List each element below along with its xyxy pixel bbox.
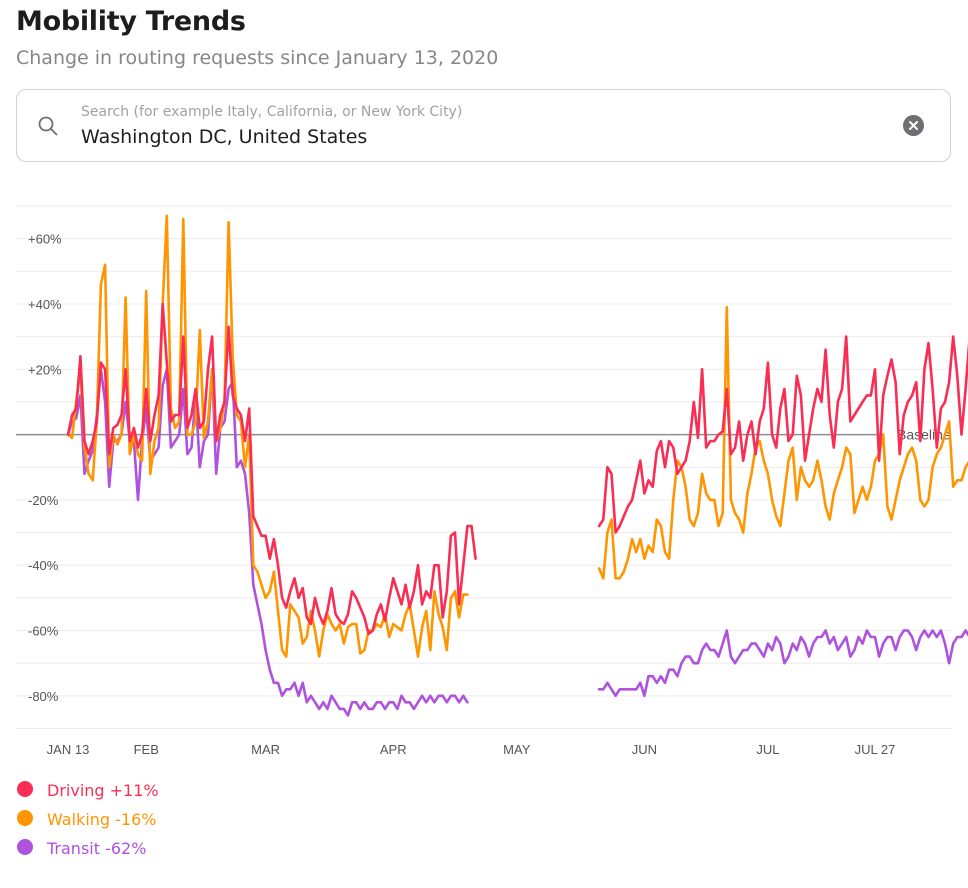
legend-dot-walking xyxy=(17,810,33,826)
series-line-transit xyxy=(66,368,469,717)
legend-dot-transit xyxy=(17,839,33,855)
legend-dot-driving xyxy=(17,781,33,797)
series-line-walking xyxy=(597,305,968,580)
y-tick-label: +40% xyxy=(28,297,62,312)
x-tick-label: JUL xyxy=(756,742,779,757)
y-tick-label: +20% xyxy=(28,362,62,377)
x-tick-label: JAN 13 xyxy=(47,742,90,757)
x-tick-label: JUN xyxy=(632,742,657,757)
clear-search-button[interactable] xyxy=(903,115,924,136)
page-subtitle: Change in routing requests since January… xyxy=(16,47,499,69)
search-box[interactable]: Search (for example Italy, California, o… xyxy=(16,89,951,162)
series-line-driving xyxy=(597,335,968,534)
y-tick-label: +60% xyxy=(28,232,62,247)
series-line-driving xyxy=(66,302,477,636)
series-line-transit xyxy=(597,629,968,698)
mobility-chart: Baseline +60%+40%+20%-20%-40%-60%-80% JA… xyxy=(16,205,968,757)
y-tick-label: -60% xyxy=(28,624,59,639)
y-tick-label: -80% xyxy=(28,689,59,704)
clear-icon xyxy=(909,121,918,130)
x-tick-label: APR xyxy=(380,742,407,757)
search-placeholder: Search (for example Italy, California, o… xyxy=(81,104,463,120)
x-tick-label: MAR xyxy=(251,742,280,757)
legend-label-driving: Driving +11% xyxy=(47,781,159,800)
x-tick-label: JUL 27 xyxy=(855,742,896,757)
x-tick-label: FEB xyxy=(134,742,159,757)
y-tick-label: -20% xyxy=(28,493,59,508)
legend-label-walking: Walking -16% xyxy=(47,810,157,829)
y-tick-label: -40% xyxy=(28,558,59,573)
search-input[interactable]: Washington DC, United States xyxy=(81,126,368,148)
x-tick-label: MAY xyxy=(503,742,531,757)
search-icon xyxy=(37,115,59,137)
legend-label-transit: Transit -62% xyxy=(47,839,147,858)
page-title: Mobility Trends xyxy=(16,6,246,37)
series-line-walking xyxy=(66,214,469,658)
